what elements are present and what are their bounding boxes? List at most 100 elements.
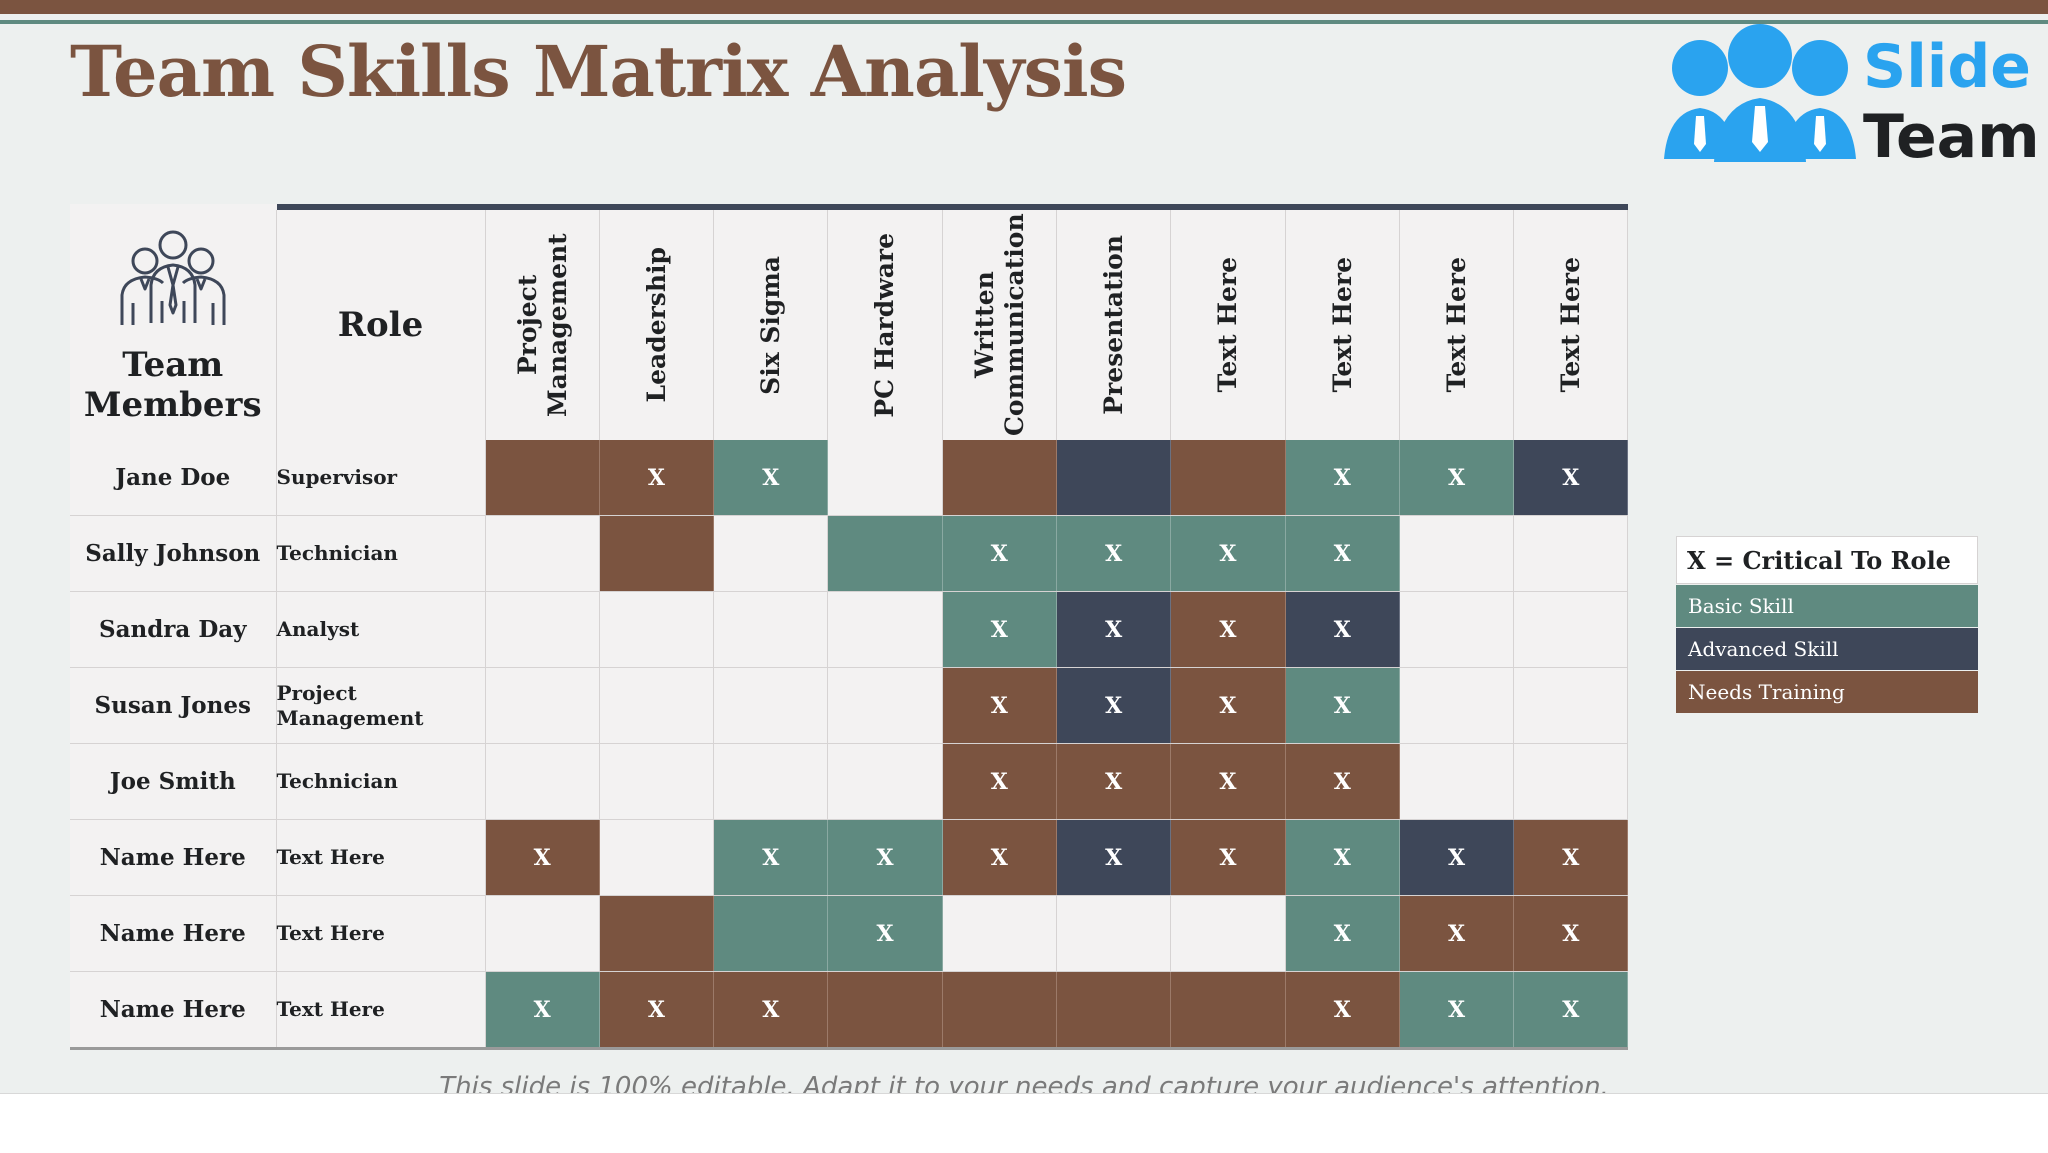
skill-cell <box>485 440 600 516</box>
bottom-band <box>0 1093 2048 1153</box>
skill-cell: X <box>485 819 600 896</box>
member-role: Text Here <box>276 971 486 1050</box>
skill-cell: X <box>713 971 829 1050</box>
skill-cell: X <box>1285 895 1400 972</box>
member-name: Sandra Day <box>70 591 277 668</box>
logo-team-text: Team <box>1863 102 2040 172</box>
member-name: Sally Johnson <box>70 515 277 592</box>
skill-cell <box>485 515 600 592</box>
skill-header: Text Here <box>1513 204 1629 440</box>
legend-items: Basic Skill Advanced Skill Needs Training <box>1676 585 1978 713</box>
skill-header: Text Here <box>1285 204 1400 440</box>
skill-header-label: Text Here <box>1213 257 1243 393</box>
skill-header: Written Communication <box>942 204 1057 440</box>
skill-cell <box>1513 591 1629 668</box>
skill-header: PC Hardware <box>827 204 943 440</box>
skill-cell: X <box>942 667 1057 744</box>
skill-cell <box>599 667 715 744</box>
member-name: Jane Doe <box>70 440 277 516</box>
skill-header: Six Sigma <box>713 204 829 440</box>
skill-cell: X <box>713 440 829 516</box>
member-role: Supervisor <box>276 440 486 516</box>
member-row: Name Here Text Here X X X X X X <box>70 971 1629 1050</box>
skill-cell: X <box>1513 440 1629 516</box>
skill-header-label: Text Here <box>1327 257 1357 393</box>
skill-cell <box>1399 591 1515 668</box>
skill-cell <box>713 515 829 592</box>
top-accent-line <box>0 20 2048 24</box>
skill-cell <box>485 743 600 820</box>
skill-cell: X <box>1056 743 1172 820</box>
skill-cell: X <box>942 591 1057 668</box>
skill-header-label: PC Hardware <box>870 232 900 418</box>
skill-cell <box>1513 515 1629 592</box>
skill-cell: X <box>713 819 829 896</box>
skill-cell <box>485 895 600 972</box>
skill-header-label: Leadership <box>641 247 671 403</box>
skill-cell <box>827 440 943 516</box>
skill-cell: X <box>1170 819 1286 896</box>
skill-cell <box>713 667 829 744</box>
role-header: Role <box>276 204 486 440</box>
team-members-icon <box>120 230 226 325</box>
skill-header-label: Written Communication <box>969 213 1029 437</box>
skill-cell <box>713 591 829 668</box>
member-role: Project Management <box>276 667 486 744</box>
skill-cell: X <box>1513 971 1629 1050</box>
member-role: Text Here <box>276 819 486 896</box>
skill-cell: X <box>827 895 943 972</box>
skill-header: Presentation <box>1056 204 1172 440</box>
legend-item: Needs Training <box>1676 671 1978 713</box>
skill-header-label: Text Here <box>1556 257 1586 393</box>
skill-cell: X <box>1170 743 1286 820</box>
skill-cell <box>599 743 715 820</box>
skill-cell <box>1056 440 1172 516</box>
skill-cell: X <box>942 515 1057 592</box>
skill-cell: X <box>599 440 715 516</box>
skill-cell: X <box>1285 971 1400 1050</box>
skill-cell <box>713 743 829 820</box>
skill-cell: X <box>1285 667 1400 744</box>
skill-cell <box>1399 667 1515 744</box>
skill-cell <box>599 591 715 668</box>
member-row: Sandra Day Analyst X X X X <box>70 591 1629 668</box>
skill-cell <box>827 591 943 668</box>
skill-cell <box>1056 971 1172 1050</box>
member-role: Technician <box>276 743 486 820</box>
skill-cell: X <box>1285 819 1400 896</box>
skill-cell <box>942 895 1057 972</box>
skill-cell: X <box>942 819 1057 896</box>
legend: X = Critical To Role Basic Skill Advanced… <box>1676 536 1978 713</box>
member-role: Analyst <box>276 591 486 668</box>
skill-header-label: Presentation <box>1098 235 1128 415</box>
skill-cell: X <box>1285 591 1400 668</box>
skill-header-label: Six Sigma <box>756 255 786 395</box>
team-people-icon <box>1664 24 1856 162</box>
skill-cell <box>827 971 943 1050</box>
skill-cell <box>827 515 943 592</box>
slideteam-logo: Slide Team <box>1660 24 2040 172</box>
skill-cell: X <box>1056 819 1172 896</box>
member-name: Joe Smith <box>70 743 277 820</box>
member-row: Joe Smith Technician X X X X <box>70 743 1629 820</box>
legend-title: X = Critical To Role <box>1676 536 1978 584</box>
skill-cell <box>1056 895 1172 972</box>
skill-cell: X <box>1285 515 1400 592</box>
skill-cell: X <box>1056 667 1172 744</box>
skill-cell <box>942 971 1057 1050</box>
team-members-label: Team Members <box>83 345 262 425</box>
skill-cell <box>827 667 943 744</box>
skill-cell <box>485 667 600 744</box>
skill-cell <box>942 440 1057 516</box>
team-members-header: Team Members <box>70 204 277 440</box>
skill-cell: X <box>1170 515 1286 592</box>
skill-cell <box>599 819 715 896</box>
member-row: Sally Johnson Technician X X X X <box>70 515 1629 592</box>
skill-cell <box>1170 895 1286 972</box>
skill-cell: X <box>1285 743 1400 820</box>
skills-matrix-table: Team Members Role Project Management Lea… <box>70 204 1629 1050</box>
skill-cell <box>485 591 600 668</box>
matrix-header-row: Team Members Role Project Management Lea… <box>70 204 1629 440</box>
skill-cell <box>1513 667 1629 744</box>
member-role: Text Here <box>276 895 486 972</box>
